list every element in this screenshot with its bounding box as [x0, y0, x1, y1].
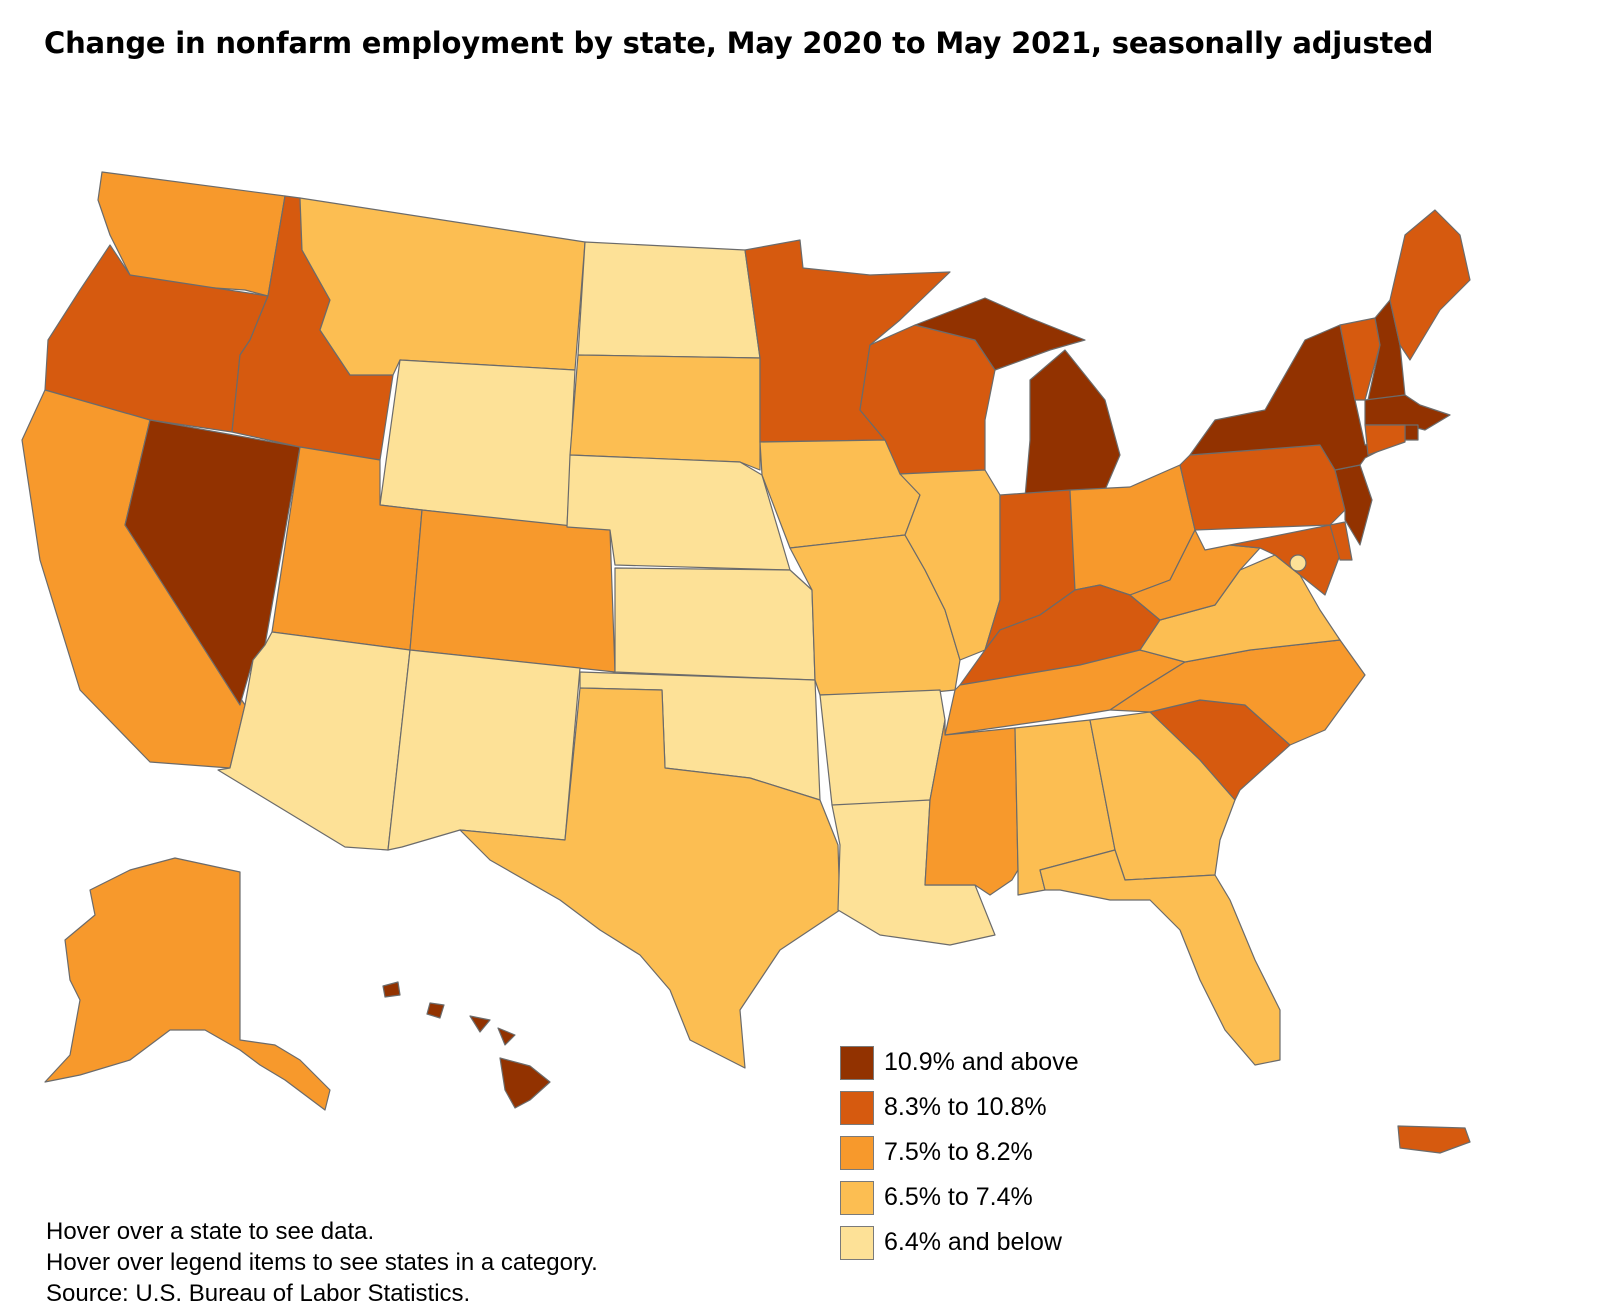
- legend-swatch: [840, 1225, 874, 1260]
- state-RI[interactable]: [1404, 424, 1419, 441]
- legend-label: 8.3% to 10.8%: [884, 1093, 1047, 1121]
- state-CT[interactable]: [1364, 424, 1406, 456]
- state-PR[interactable]: [1397, 1125, 1471, 1154]
- note-source: Source: U.S. Bureau of Labor Statistics.: [46, 1280, 471, 1307]
- state-MN[interactable]: [744, 239, 951, 443]
- legend-label: 6.4% and below: [884, 1228, 1062, 1256]
- legend-item[interactable]: 8.3% to 10.8%: [840, 1085, 1079, 1130]
- states-layer: [21, 171, 1471, 1154]
- state-CO[interactable]: [409, 509, 616, 673]
- legend-item[interactable]: 10.9% and above: [840, 1040, 1079, 1085]
- state-FL[interactable]: [1039, 849, 1281, 1066]
- legend-swatch: [840, 1045, 874, 1080]
- state-PA[interactable]: [1179, 444, 1346, 531]
- state-DC[interactable]: [1289, 554, 1307, 572]
- state-WY[interactable]: [379, 359, 576, 528]
- state-AR[interactable]: [819, 689, 946, 809]
- legend: 10.9% and above 8.3% to 10.8% 7.5% to 8.2%…: [840, 1040, 1079, 1265]
- chart-title: Change in nonfarm employment by state, M…: [44, 26, 1434, 60]
- state-TX[interactable]: [459, 687, 841, 1069]
- state-AK[interactable]: [44, 857, 331, 1111]
- state-SD[interactable]: [569, 354, 761, 471]
- state-NY[interactable]: [1189, 324, 1411, 471]
- state-ND[interactable]: [577, 241, 761, 359]
- state-NM[interactable]: [387, 649, 581, 851]
- legend-item[interactable]: 6.4% and below: [840, 1220, 1079, 1265]
- legend-label: 7.5% to 8.2%: [884, 1138, 1033, 1166]
- state-NE[interactable]: [566, 454, 791, 571]
- legend-label: 10.9% and above: [884, 1048, 1079, 1076]
- state-VT[interactable]: [1339, 317, 1381, 401]
- note-hover-legend: Hover over legend items to see states in…: [46, 1249, 598, 1276]
- legend-swatch: [840, 1135, 874, 1170]
- state-MI[interactable]: [914, 297, 1121, 498]
- state-KS[interactable]: [614, 567, 816, 681]
- legend-item[interactable]: 6.5% to 7.4%: [840, 1175, 1079, 1220]
- state-HI[interactable]: [382, 981, 551, 1109]
- state-IL[interactable]: [899, 469, 1001, 661]
- state-MT[interactable]: [299, 197, 586, 376]
- notes: Hover over a state to see data. Hover ov…: [46, 1216, 598, 1309]
- state-DE[interactable]: [1329, 521, 1353, 561]
- state-ME[interactable]: [1389, 209, 1471, 361]
- legend-item[interactable]: 7.5% to 8.2%: [840, 1130, 1079, 1175]
- legend-label: 6.5% to 7.4%: [884, 1183, 1033, 1211]
- note-hover-state: Hover over a state to see data.: [46, 1218, 375, 1245]
- legend-swatch: [840, 1090, 874, 1125]
- legend-swatch: [840, 1180, 874, 1215]
